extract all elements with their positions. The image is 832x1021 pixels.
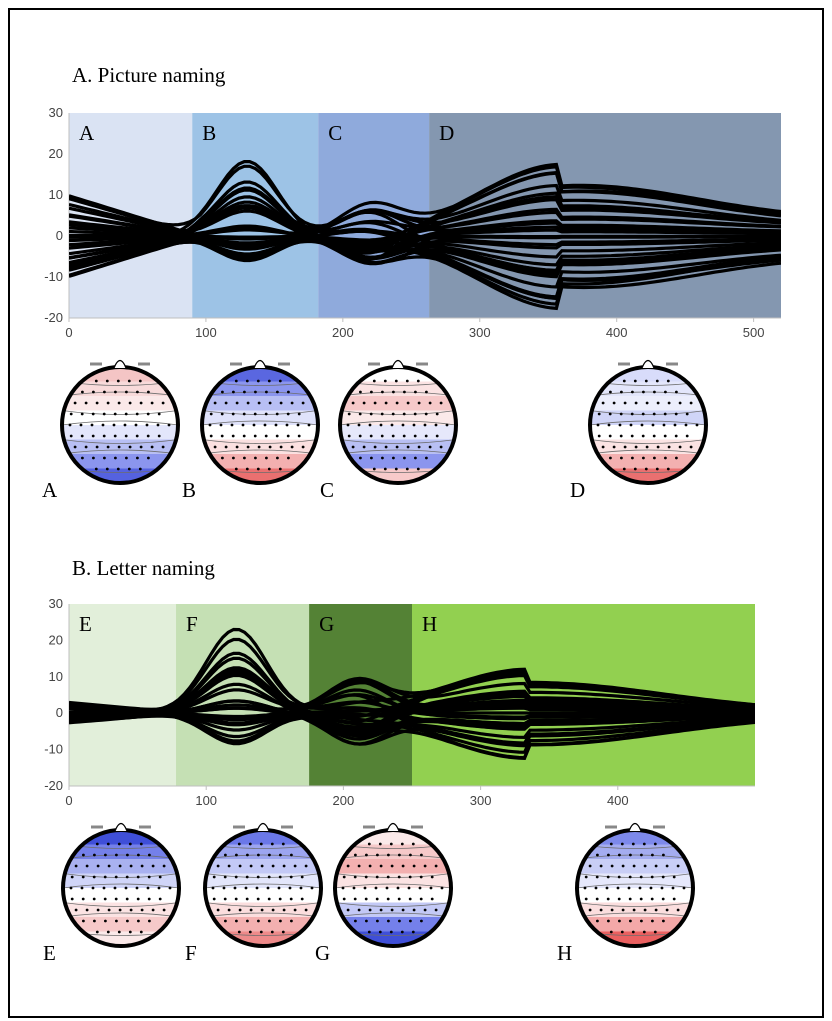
- y-tick-label: 20: [49, 146, 63, 161]
- segment-c: [318, 113, 430, 318]
- topomap-e: E: [43, 822, 181, 965]
- topomap-label-a: A: [42, 478, 58, 502]
- nose-marker: [391, 359, 405, 369]
- topomap-label-h: H: [557, 941, 572, 965]
- x-tick-label: 0: [65, 325, 72, 340]
- topomap-label-b: B: [182, 478, 196, 502]
- topomap-f: F: [185, 822, 323, 965]
- topomap-c: C: [320, 359, 458, 502]
- nose-marker: [113, 359, 127, 369]
- eeg-trace: [69, 234, 781, 311]
- topomap-label-g: G: [315, 941, 330, 965]
- x-tick-label: 200: [333, 793, 355, 808]
- x-tick-label: 200: [332, 325, 354, 340]
- x-tick-label: 400: [607, 793, 629, 808]
- y-tick-label: -10: [44, 742, 63, 757]
- topomap-g: G: [315, 822, 453, 965]
- segment-label-g: G: [319, 612, 334, 636]
- eeg-trace: [69, 239, 781, 272]
- nose-marker: [386, 822, 400, 832]
- segment-label-d: D: [439, 121, 454, 145]
- topomap-d: D: [570, 359, 708, 502]
- topomap-label-c: C: [320, 478, 334, 502]
- nose-marker: [256, 822, 270, 832]
- x-tick-label: 0: [65, 793, 72, 808]
- segment-label-b: B: [202, 121, 216, 145]
- y-tick-label: 30: [49, 105, 63, 120]
- y-tick-label: 0: [56, 705, 63, 720]
- figure: A. Picture naming A B C D 30 20 10 0 -10 -20 0 100 2…: [8, 8, 824, 1018]
- eeg-trace: [69, 627, 755, 731]
- x-tick-label: 500: [743, 325, 765, 340]
- y-tick-label: -20: [44, 310, 63, 325]
- topomap-label-e: E: [43, 941, 56, 965]
- x-tick-label: 100: [195, 793, 217, 808]
- segment-e: [69, 604, 177, 786]
- nose-marker: [253, 359, 267, 369]
- eeg-trace: [69, 656, 755, 754]
- segment-label-f: F: [186, 612, 198, 636]
- trace-group: [69, 627, 755, 761]
- topomap-a: A: [42, 359, 180, 502]
- topomap-b: B: [182, 359, 320, 502]
- topomap-row-picture: A B C D: [42, 359, 708, 502]
- nose-marker: [114, 822, 128, 832]
- y-tick-label: 0: [56, 228, 63, 243]
- y-tick-label: 10: [49, 669, 63, 684]
- y-tick-label: -10: [44, 269, 63, 284]
- x-tick-label: 300: [470, 793, 492, 808]
- segment-label-c: C: [328, 121, 342, 145]
- eeg-trace: [69, 710, 755, 748]
- x-tick-label: 100: [195, 325, 217, 340]
- y-tick-label: -20: [44, 778, 63, 793]
- trace-group: [69, 160, 781, 311]
- chart-title-picture-naming: A. Picture naming: [72, 63, 226, 87]
- chart-title-letter-naming: B. Letter naming: [72, 556, 215, 580]
- nose-marker: [641, 359, 655, 369]
- segment-label-h: H: [422, 612, 437, 636]
- x-tick-label: 400: [606, 325, 628, 340]
- topomap-label-d: D: [570, 478, 585, 502]
- segment-label-a: A: [79, 121, 95, 145]
- eeg-trace: [69, 170, 781, 245]
- nose-marker: [628, 822, 642, 832]
- y-tick-label: 30: [49, 596, 63, 611]
- y-tick-label: 10: [49, 187, 63, 202]
- topomap-label-f: F: [185, 941, 197, 965]
- x-tick-label: 300: [469, 325, 491, 340]
- topomap-h: H: [557, 822, 695, 965]
- eeg-trace: [69, 226, 781, 246]
- topomap-row-letter: E F G H: [43, 822, 695, 965]
- eeg-trace: [69, 704, 755, 732]
- segment-label-e: E: [79, 612, 92, 636]
- y-tick-label: 20: [49, 632, 63, 647]
